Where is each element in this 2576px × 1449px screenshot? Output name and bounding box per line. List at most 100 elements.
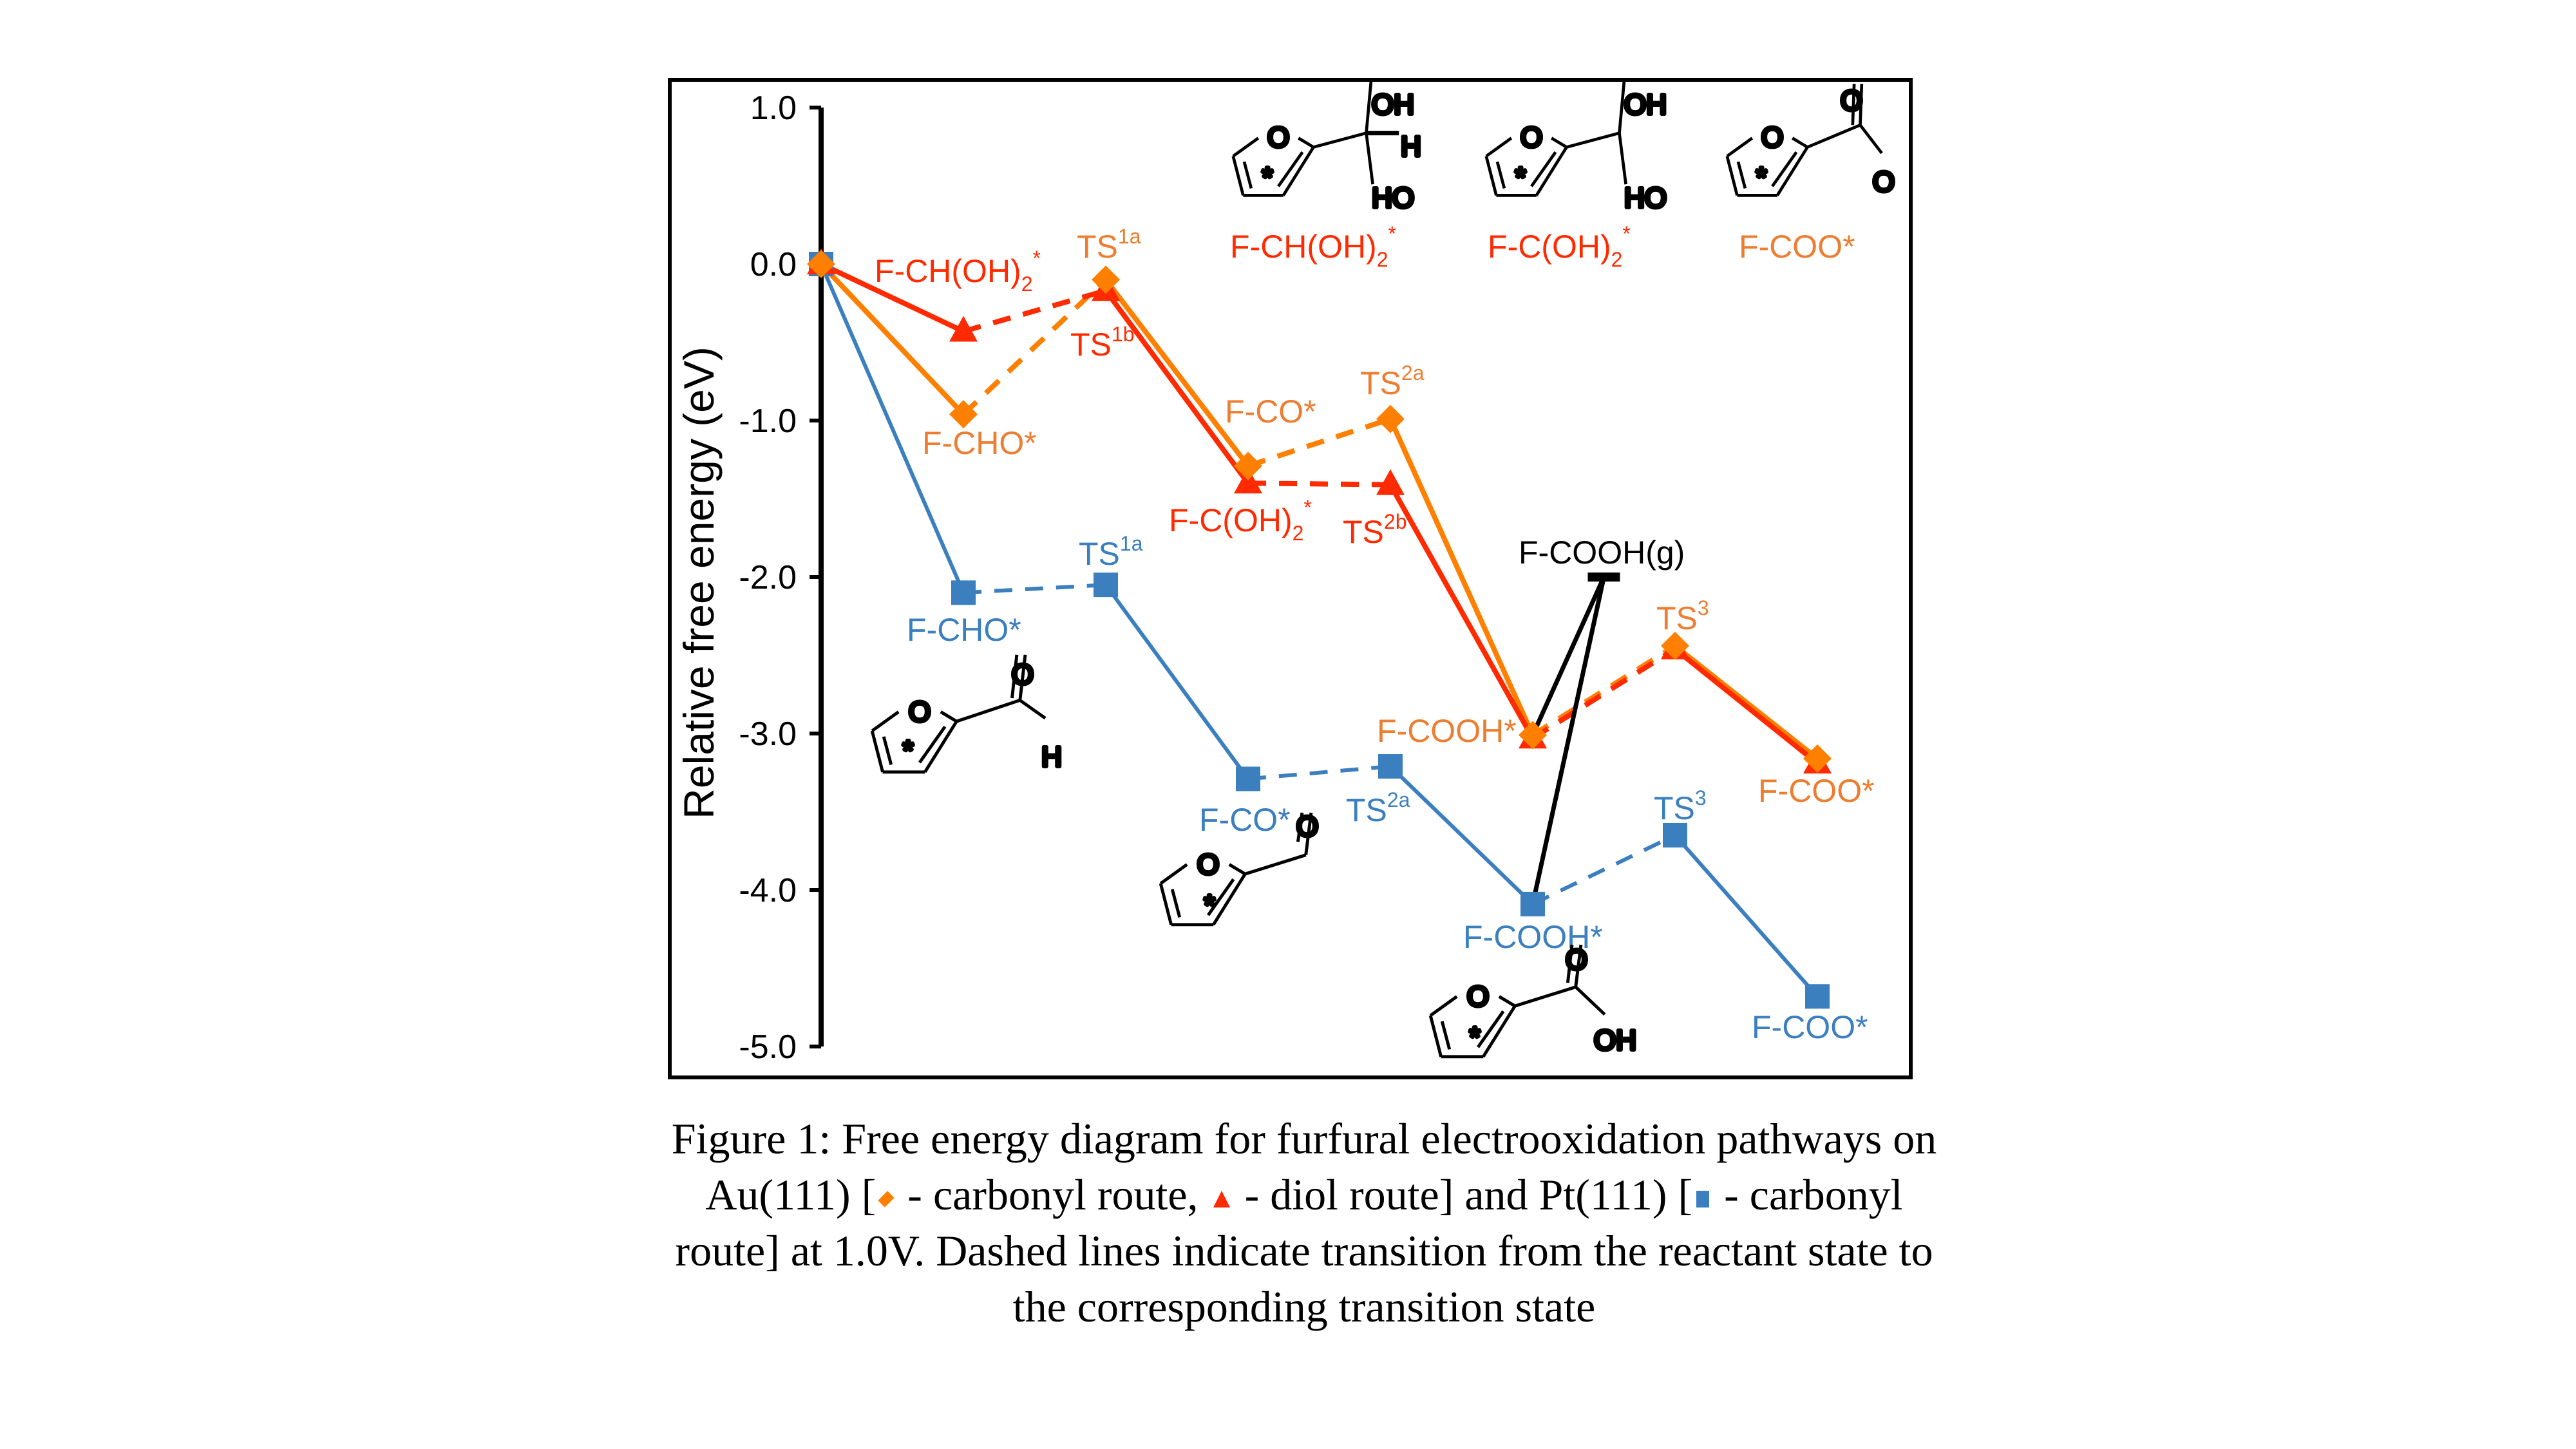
atom-star: * <box>902 735 913 766</box>
series-segment-triangle <box>962 288 1107 334</box>
series-segment-triangle <box>1388 483 1535 740</box>
caption-line-2: Au(111) [ - carbonyl route, - diol route… <box>618 1167 1990 1223</box>
label-orange-fcho: F-CHO* <box>922 425 1037 461</box>
atom-star: * <box>1756 162 1766 193</box>
caption-text: - diol route] and Pt(111) [ <box>1233 1170 1693 1219</box>
y-axis-label: Relative free energy (eV) <box>675 346 723 819</box>
label-blue-ts2a: TS2a <box>1346 788 1410 828</box>
square-marker <box>1520 891 1545 916</box>
gas-connector-pt <box>1530 576 1606 905</box>
label-blue-fco: F-CO* <box>1199 802 1291 838</box>
series-segment-triangle <box>1673 647 1819 766</box>
diamond-marker <box>807 250 835 278</box>
atom-o: O <box>1566 944 1587 976</box>
series-segment-square <box>1673 833 1819 998</box>
square-marker <box>1663 822 1687 848</box>
y-tick-label: -4.0 <box>739 872 797 909</box>
structure-label-fcoh2: F-C(OH)2* <box>1488 222 1631 271</box>
diamond-marker <box>949 400 978 429</box>
series-segment-square <box>1247 764 1391 781</box>
atom-o: O <box>1761 122 1783 153</box>
atom-o: O <box>1267 122 1289 153</box>
caption-line-3: route] at 1.0V. Dashed lines indicate tr… <box>675 1226 1933 1275</box>
series-segment-triangle <box>820 261 965 334</box>
atom-o: O <box>1520 122 1542 153</box>
label-blue-ts3: TS3 <box>1654 786 1707 826</box>
square-marker <box>1094 573 1118 598</box>
atom-star: * <box>1262 162 1273 193</box>
y-tick-label: 1.0 <box>750 90 797 127</box>
series-segment-square <box>819 263 965 594</box>
series-segment-square <box>963 583 1106 595</box>
diamond-marker <box>1519 721 1547 750</box>
atom-ho: HO <box>1624 182 1667 214</box>
label-blue-fcho: F-CHO* <box>907 612 1021 648</box>
atom-o: O <box>1197 849 1219 880</box>
figure-caption: Figure 1: Free energy diagram for furfur… <box>618 1111 1990 1335</box>
series-segment-square <box>1388 764 1535 906</box>
structure-fcoh2 <box>1486 79 1627 195</box>
label-red-fcoh2: F-C(OH)2* <box>1169 496 1312 545</box>
label-blue-fcoo: F-COO* <box>1752 1009 1868 1045</box>
square-marker <box>1236 766 1260 791</box>
caption-line-4: the corresponding transition state <box>1012 1282 1596 1331</box>
square-marker <box>951 580 976 605</box>
diamond-marker-icon <box>878 1191 895 1208</box>
atom-o: O <box>1012 659 1034 690</box>
atom-o: O <box>1873 166 1895 198</box>
atom-oh: OH <box>1594 1025 1636 1056</box>
triangle-marker <box>949 316 978 342</box>
diamond-marker <box>1376 404 1405 433</box>
series-segment-diamond <box>1388 417 1535 737</box>
square-marker <box>1378 754 1403 779</box>
structure-label-fcoo: F-COO* <box>1739 229 1855 265</box>
label-orange-fcooh: F-COOH* <box>1377 713 1517 749</box>
series-segment-diamond <box>1103 278 1251 468</box>
series-segment-square <box>1104 583 1250 781</box>
series-segment-diamond <box>1531 643 1677 737</box>
structure-fcooh <box>1430 944 1606 1057</box>
atom-o: O <box>1467 981 1489 1012</box>
atom-oh: OH <box>1372 89 1414 120</box>
series-segment-diamond <box>1673 643 1819 761</box>
triangle-marker-icon <box>1213 1191 1230 1208</box>
label-orange-ts2a: TS2a <box>1360 361 1425 401</box>
y-tick-label: -3.0 <box>739 715 797 753</box>
gas-connector-au <box>1530 576 1606 736</box>
label-fcooh-gas: F-COOH(g) <box>1519 535 1685 571</box>
series-lines <box>819 261 1819 998</box>
series-segment-diamond <box>819 262 965 417</box>
square-marker-icon <box>1696 1191 1710 1208</box>
label-red-fchoh2: F-CH(OH)2* <box>875 247 1041 296</box>
atom-o: O <box>909 696 931 728</box>
series-segment-triangle <box>1247 480 1391 488</box>
plot-frame <box>668 78 1913 1079</box>
y-tick-label: -2.0 <box>739 559 797 596</box>
series-markers <box>807 249 1832 1009</box>
atom-o: O <box>1296 811 1318 842</box>
series-segment-diamond <box>1247 416 1392 469</box>
diamond-marker <box>1661 631 1689 660</box>
series-segment-triangle <box>1531 647 1677 741</box>
diamond-marker <box>1092 265 1120 294</box>
label-blue-ts1a: TS1a <box>1079 532 1143 572</box>
atom-ho: HO <box>1372 182 1414 214</box>
series-segment-diamond <box>961 278 1108 417</box>
label-orange-fcoo: F-COO* <box>1758 773 1875 809</box>
y-tick-label: -1.0 <box>739 402 797 440</box>
caption-text: Au(111) [ <box>705 1170 876 1219</box>
triangle-marker <box>1376 469 1405 495</box>
structure-fcoo <box>1727 84 1883 195</box>
atom-star: * <box>1204 889 1215 921</box>
diamond-marker <box>1803 744 1832 773</box>
caption-text: - carbonyl route, <box>896 1170 1209 1219</box>
structure-fchoh2 <box>1233 79 1399 195</box>
structures: O * OH H HO O * OH HO O * O O <box>872 79 1897 1057</box>
series-segment-triangle <box>1103 289 1251 485</box>
y-tick-label: 0.0 <box>750 246 797 283</box>
label-orange-ts1a: TS1a <box>1077 225 1141 265</box>
atom-oh: OH <box>1624 89 1667 120</box>
label-orange-fco: F-CO* <box>1225 393 1316 430</box>
y-tick-label: -5.0 <box>739 1028 797 1066</box>
